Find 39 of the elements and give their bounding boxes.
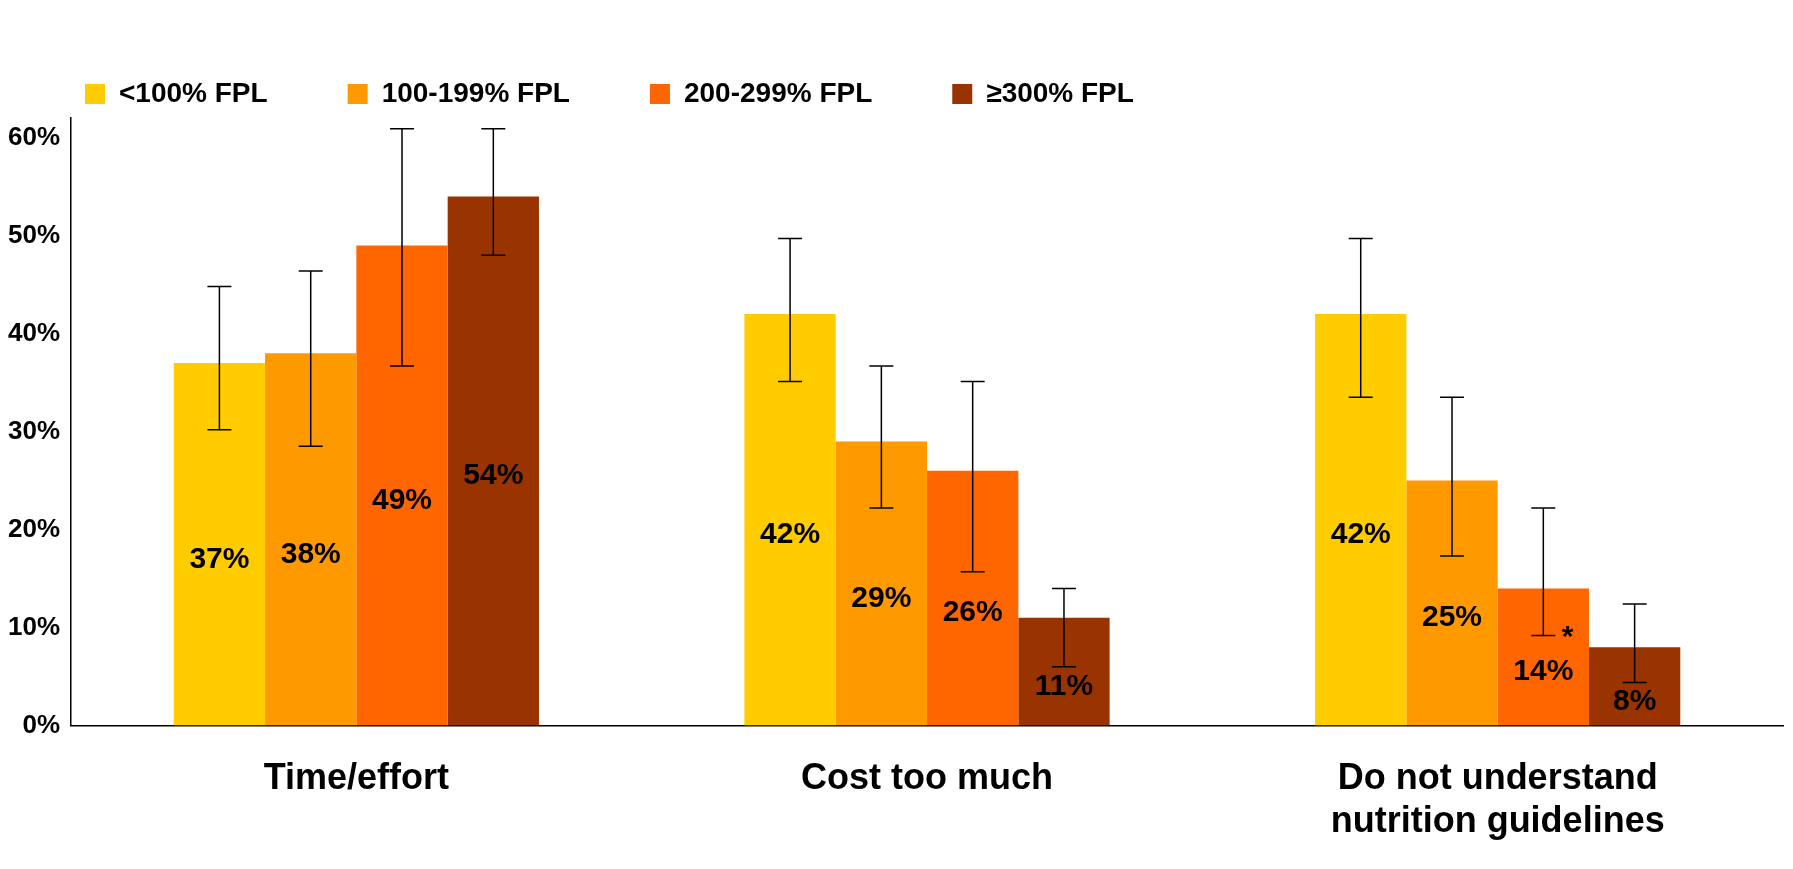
y-tick-label: 30%	[7, 414, 61, 445]
bar	[447, 196, 539, 726]
y-tick-label: 60%	[7, 120, 61, 151]
bar	[1315, 314, 1407, 726]
bar	[1406, 480, 1498, 726]
data-label: 54%	[463, 457, 524, 491]
legend-label: ≥300% FPL	[986, 76, 1134, 108]
y-tick-label: 0%	[22, 708, 61, 739]
bar	[1588, 647, 1681, 726]
bar	[1018, 617, 1110, 726]
bar	[1497, 588, 1589, 726]
data-label: 26%	[942, 594, 1003, 628]
x-tick-label: Time/effort	[263, 756, 450, 798]
y-tick-label: 40%	[7, 316, 61, 347]
legend-label: 100-199% FPL	[381, 76, 570, 108]
bar	[835, 441, 928, 726]
y-tick-label: 20%	[7, 512, 61, 543]
data-label: 49%	[371, 481, 433, 515]
legend-label: <100% FPL	[119, 76, 268, 108]
data-label: 42%	[760, 516, 821, 550]
data-label: 25%	[1422, 599, 1483, 633]
annotation: *	[1561, 618, 1574, 652]
data-label: 42%	[1330, 516, 1391, 550]
bar	[173, 363, 266, 726]
data-label: 14%	[1513, 653, 1574, 687]
data-label: 38%	[280, 535, 341, 569]
data-label: 29%	[851, 579, 912, 613]
x-tick-label: Do not understand nutrition guidelines	[1330, 756, 1665, 841]
bar	[265, 353, 357, 726]
bar	[356, 245, 448, 726]
bar	[927, 470, 1019, 726]
y-tick-label: 50%	[7, 218, 61, 249]
x-tick-label: Cost too much	[801, 756, 1054, 798]
legend-label: 200-299% FPL	[683, 76, 873, 108]
data-label: 11%	[1034, 667, 1094, 701]
y-tick-label: 10%	[7, 610, 61, 641]
data-label: 8%	[1612, 682, 1657, 716]
bar	[744, 314, 836, 726]
data-label: 37%	[189, 540, 250, 574]
